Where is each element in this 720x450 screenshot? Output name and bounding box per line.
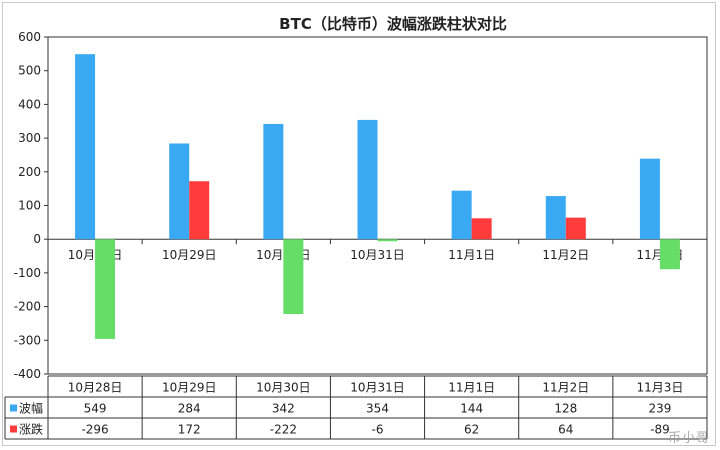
table-header-cell: 11月1日: [448, 381, 495, 395]
table-cell: 342: [272, 402, 295, 416]
table-header-cell: 10月29日: [162, 381, 217, 395]
table-header-cell: 10月30日: [256, 381, 311, 395]
table-header-cell: 11月2日: [542, 381, 589, 395]
bar-bofu: [451, 190, 472, 240]
table-cell: 549: [84, 402, 107, 416]
bar-zhangdie: [377, 239, 398, 242]
y-tick-label: -200: [14, 300, 41, 314]
bar-bofu: [169, 143, 190, 240]
bar-zhangdie: [565, 217, 586, 240]
legend-label: 涨跌: [19, 422, 43, 437]
bar-bofu: [263, 123, 284, 240]
legend-label: 波幅: [19, 401, 43, 416]
bar-bofu: [545, 196, 566, 240]
table-cell: 144: [460, 402, 483, 416]
y-tick-label: 200: [18, 165, 41, 179]
x-tick-label: 11月2日: [542, 248, 589, 262]
table-header-cell: 10月28日: [68, 381, 123, 395]
table-cell: -89: [650, 423, 670, 437]
chart-title: BTC（比特币）波幅涨跌柱状对比: [279, 15, 507, 33]
table-cell: 64: [558, 423, 573, 437]
table-cell: 284: [178, 402, 201, 416]
y-tick-label: 600: [18, 30, 41, 44]
bar-zhangdie: [283, 239, 304, 315]
y-tick-label: 300: [18, 131, 41, 145]
bar-bofu: [357, 119, 378, 240]
table-cell: 239: [648, 402, 671, 416]
bars: [75, 54, 680, 339]
table-cell: -222: [270, 423, 297, 437]
watermark-logo: 币小哥: [667, 431, 710, 446]
table-cell: 354: [366, 402, 389, 416]
x-tick-label: 10月31日: [350, 248, 405, 262]
table-cell: -296: [81, 423, 108, 437]
y-tick-label: -300: [14, 333, 41, 347]
data-table: 10月28日 10月29日 10月30日 10月31日 11月1日 11月2日 11月3日波…: [4, 375, 708, 440]
y-tick-label: 400: [18, 97, 41, 111]
y-tick-label: 100: [18, 199, 41, 213]
table-header-cell: 11月3日: [636, 381, 683, 395]
bar-zhangdie: [95, 239, 116, 339]
table-header-cell: 10月31日: [350, 381, 405, 395]
bar-zhangdie: [471, 218, 492, 240]
bar-zhangdie: [659, 239, 680, 270]
x-tick-label: 11月1日: [448, 248, 495, 262]
bar-bofu: [75, 54, 96, 240]
table-cell: 128: [554, 402, 577, 416]
bar-bofu: [639, 158, 660, 240]
y-tick-label: 500: [18, 64, 41, 78]
table-cell: 172: [178, 423, 201, 437]
legend-swatch: [10, 404, 17, 412]
bar-zhangdie: [189, 181, 210, 240]
x-tick-label: 10月29日: [162, 248, 217, 262]
y-tick-label: -400: [14, 367, 41, 381]
y-tick-label: -100: [14, 266, 41, 280]
table-cell: 62: [464, 423, 479, 437]
legend-swatch: [10, 425, 17, 433]
table-cell: -6: [372, 423, 384, 437]
y-tick-label: 0: [33, 232, 41, 246]
